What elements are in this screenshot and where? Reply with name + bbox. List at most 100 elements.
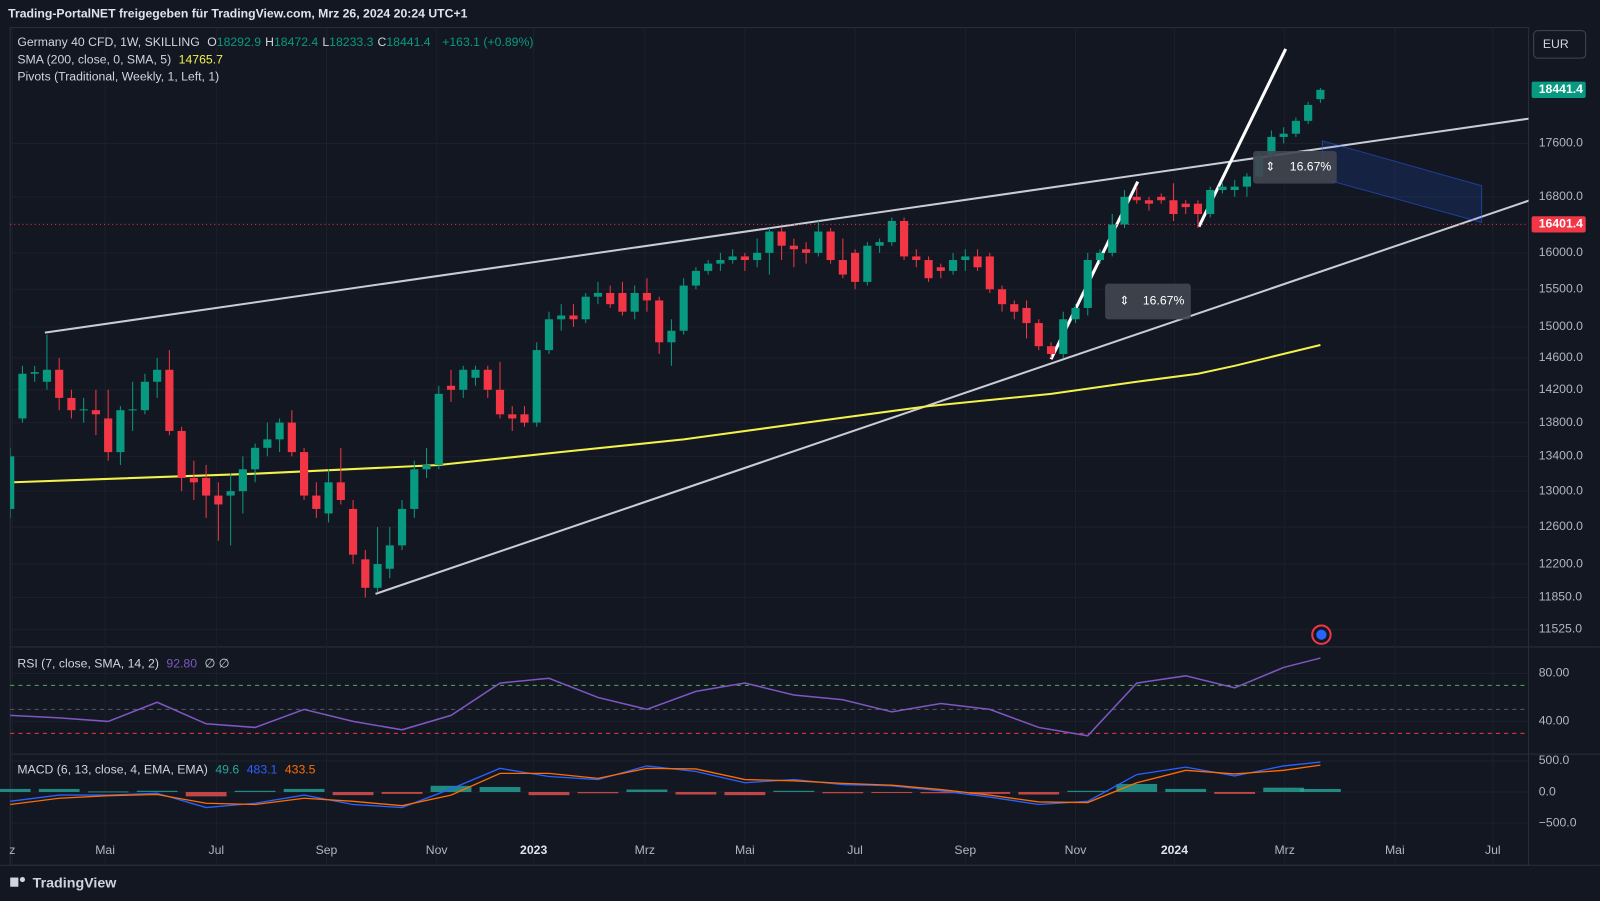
x-tick-label: 2024 [1161,843,1188,857]
rsi-line [10,657,1321,737]
brand: TradingView [33,875,118,891]
candle-body [495,389,505,415]
candle-body [18,373,27,419]
candle-body [838,260,847,275]
candle-body [251,447,260,470]
candle-body [1120,196,1129,225]
candle-body [912,256,921,261]
signal-value: 433.5 [284,762,316,777]
candle-body [1291,120,1300,134]
event-icon[interactable] [1316,629,1327,640]
signal-line [10,764,1321,807]
macd-histogram [38,788,80,793]
price-tag-label: 16401.4 [1539,217,1583,231]
y-tick-label: 0.0 [1539,784,1556,798]
macd-histogram [577,792,619,794]
candle-body [520,414,529,423]
legend: MACD (6, 13, close, 4, EMA, EMA) 49.6 48… [17,762,319,776]
measure-label: 16.67% [1143,293,1185,307]
candle-body [202,477,211,496]
macd-histogram [1018,792,1060,795]
candle-body [1218,186,1227,191]
candle-body [863,245,872,282]
price-tag [1531,216,1586,233]
candle-body [153,369,162,382]
x-tick-label: Mrz [635,843,655,857]
candle-body [851,252,860,282]
candle-body [30,372,39,374]
candle-body [679,285,688,331]
candle-body [1316,89,1325,100]
candle-body [446,385,456,390]
candle-body [1108,224,1117,253]
candle-body [471,369,480,378]
currency-button[interactable] [1533,30,1587,59]
currency[interactable]: EUR [1543,37,1569,51]
y-tick-label: 17600.0 [1539,136,1583,150]
candle-body [385,545,394,569]
measure-box [1253,151,1337,184]
macd-histogram [87,791,129,793]
ohlc-key: L [322,34,330,49]
candle-body [740,256,749,261]
macd-histogram [675,792,717,795]
candle-body [299,452,309,496]
candle-body [667,330,676,343]
logo [19,877,25,883]
candle-body [324,482,333,514]
candle-body [361,559,370,588]
candle-body [1022,307,1031,324]
candle-body [948,260,958,271]
candle-body [1010,304,1019,312]
y-tick-label: 13400.0 [1539,449,1583,463]
candle-body [532,350,541,423]
y-tick-label: 12200.0 [1539,556,1583,570]
candle-body [1206,190,1215,215]
candle-body [508,414,517,419]
candle-body [569,315,578,320]
candle-body [802,249,811,253]
candle-body [557,315,566,320]
candle-body [728,256,737,261]
candle-body [287,422,296,453]
candle-body [704,263,713,271]
candle-body [348,508,358,555]
measure-icon: ⇕ [1119,293,1129,307]
candle-body [593,292,603,297]
macd-histogram [185,792,227,797]
candle-body [655,300,664,343]
candle-body [691,270,700,286]
macd-histogram [773,790,815,793]
candle-body [459,369,468,390]
candle-body [128,409,137,411]
candle-body [1304,104,1313,121]
legend: RSI (7, close, SMA, 14, 2) 92.80 ∅ ∅ [17,656,233,670]
candle-body [140,381,149,411]
candle-body [1193,203,1203,215]
macd-histogram [381,792,423,794]
measure-icon: ⇕ [1265,160,1275,174]
y-tick-label: 13800.0 [1539,415,1583,429]
legend: SMA (200, close, 0, SMA, 5) 14765.7 [17,52,227,66]
candle-body [263,439,272,448]
sma-value: 14765.7 [178,52,223,67]
y-tick-label: 80.00 [1539,666,1570,680]
x-tick-label: Jul [1485,843,1501,857]
candle-body [1059,319,1068,355]
macd-value: 483.1 [246,762,278,777]
candle-body [936,267,945,271]
candle-body [985,256,994,290]
legend: Germany 40 CFD, 1W, SKILLING O18292.9 H18… [17,35,537,49]
candle-body [177,430,186,478]
candle-body [924,260,933,279]
x-tick-label: Sep [316,843,338,857]
logo [10,877,19,887]
pivots-name: Pivots (Traditional, Weekly, 1, Left, 1) [17,69,220,84]
y-tick-label: 16800.0 [1539,189,1583,203]
candle-body [422,464,431,470]
macd-histogram [1165,788,1207,793]
macd-name: MACD (6, 13, close, 4, EMA, EMA) [17,762,208,777]
macd-histogram [528,792,570,796]
